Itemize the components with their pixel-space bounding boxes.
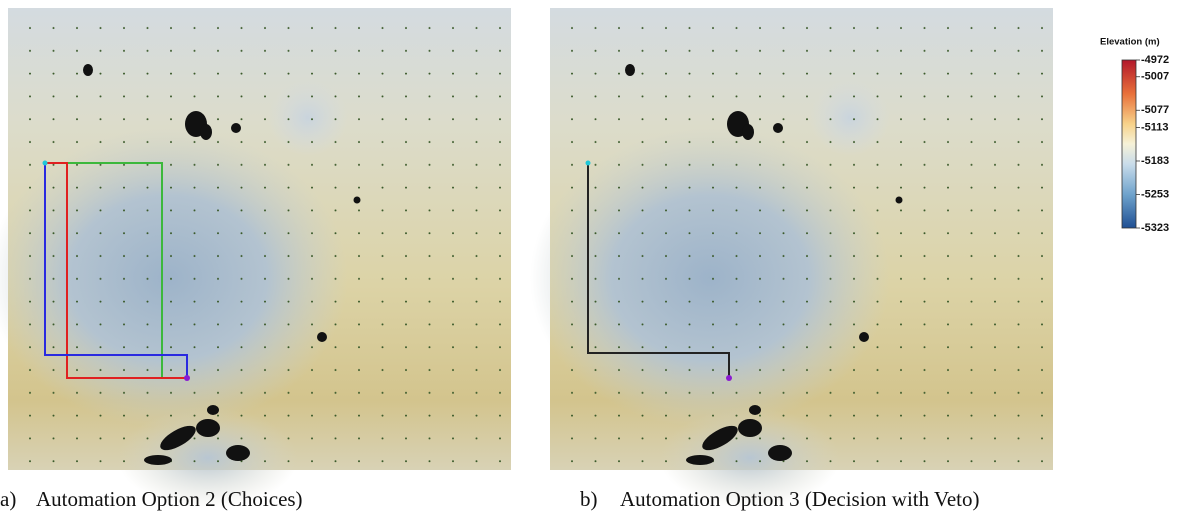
colorbar bbox=[1122, 60, 1136, 228]
map-a bbox=[0, 8, 511, 508]
map-b bbox=[530, 8, 1053, 508]
colorbar-tick-label: -5077 bbox=[1141, 104, 1169, 116]
figure: a) Automation Option 2 (Choices) b) Auto… bbox=[0, 0, 1199, 517]
colorbar-tick-label: -5183 bbox=[1141, 155, 1169, 167]
colorbar-tick-label: -5253 bbox=[1141, 188, 1169, 200]
panel-label: a) bbox=[0, 487, 16, 511]
panel-caption: Automation Option 2 (Choices) bbox=[36, 487, 303, 511]
panel-caption: Automation Option 3 (Decision with Veto) bbox=[620, 487, 980, 511]
colorbar-tick-label: -4972 bbox=[1141, 54, 1169, 66]
panel-label: b) bbox=[580, 487, 598, 511]
colorbar-tick-label: -5113 bbox=[1141, 121, 1169, 133]
colorbar-title: Elevation (m) bbox=[1100, 37, 1160, 48]
colorbar-tick-label: -5323 bbox=[1141, 222, 1169, 234]
colorbar-tick-label: -5007 bbox=[1141, 71, 1169, 83]
